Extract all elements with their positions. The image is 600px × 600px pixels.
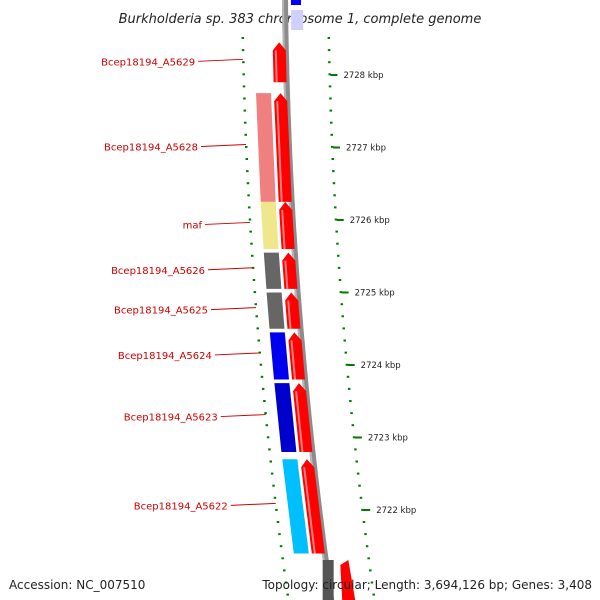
gene-label: Bcep18194_A5624 [118,351,212,362]
scale-tick-label: 2728 kbp [343,71,383,81]
cog-block-partial [322,560,334,600]
scale-tick-label: 2727 kbp [346,144,386,154]
gene-label: Bcep18194_A5625 [114,306,208,317]
cds-arrow [301,459,325,554]
accession-text: Accession: NC_007510 [9,578,146,592]
cog-block [260,201,279,249]
scale-tick-label: 2722 kbp [376,506,416,516]
gene-label: maf [183,220,203,231]
reverse-feature [291,0,301,5]
cds-highlight [290,340,297,380]
topology-text: Topology: circular; Length: 3,694,126 bp… [262,578,592,592]
scale-tick-label: 2724 kbp [361,361,401,371]
cog-block [269,332,289,380]
cog-track [256,93,334,600]
cog-block [282,459,309,554]
cds-highlight [281,209,286,250]
label-leader [220,414,266,418]
minor-ticks-outer [327,37,375,596]
cog-block [263,252,282,289]
cds-track [272,42,356,600]
gene-label: Bcep18194_A5628 [104,143,198,154]
label-leader [200,144,247,147]
cds-highlight [274,50,278,83]
scale-tick-label: 2725 kbp [355,289,395,299]
cog-block [266,292,285,329]
scale-track: 2728 kbp 2727 kbp 2726 kbp 2725 kbp 2724 kbp… [330,71,416,516]
cds-highlight [287,300,292,329]
gene-label: Bcep18194_A5622 [134,501,228,512]
cds-highlight [303,467,316,554]
label-leader [211,307,257,311]
scale-tick-label: 2723 kbp [368,434,408,444]
label-leader [198,58,244,62]
cog-block [274,383,297,452]
label-leader [208,267,254,271]
cds-highlight [295,391,304,453]
label-leader [230,502,276,506]
label-leader [214,352,260,356]
gene-label: Bcep18194_A5623 [124,413,218,424]
cog-block [256,93,276,202]
minor-ticks-inner [241,37,289,596]
cds-highlight [284,260,289,289]
cds-arrow-partial [340,560,356,600]
scale-tick-label: 2726 kbp [350,216,390,226]
cds-highlight [276,101,283,202]
gene-label: Bcep18194_A5629 [101,57,195,68]
gene-label: Bcep18194_A5626 [111,266,205,277]
label-leader [205,221,251,225]
reverse-feature-shadow [291,10,304,30]
